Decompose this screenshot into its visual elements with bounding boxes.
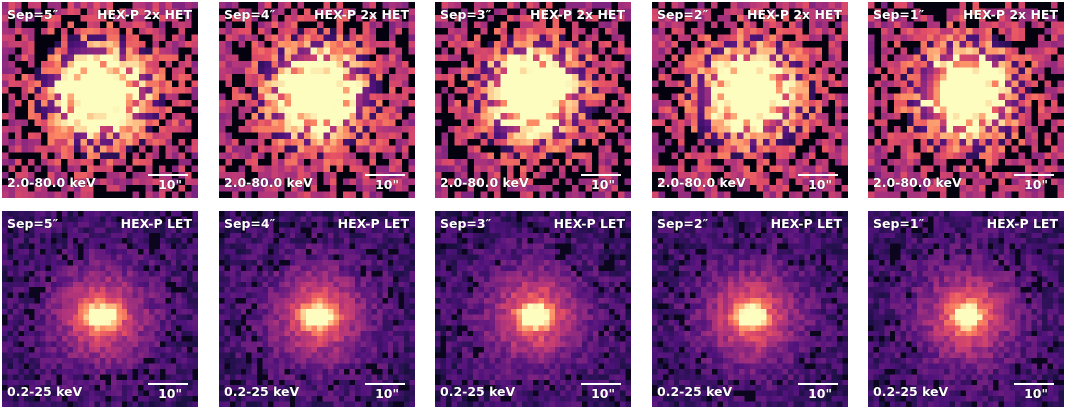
separation-label: Sep=4″ xyxy=(224,216,276,231)
scale-bar xyxy=(1014,383,1054,385)
energy-band-label: 0.2-25 keV xyxy=(873,384,949,399)
let-sep1-canvas xyxy=(868,211,1064,407)
energy-band-label: 0.2-25 keV xyxy=(657,384,733,399)
instrument-label: HEX-P LET xyxy=(986,216,1058,231)
scale-bar xyxy=(798,383,838,385)
energy-band-label: 0.2-25 keV xyxy=(440,384,516,399)
het-sep4-canvas xyxy=(219,2,415,198)
let-image-sep1: Sep=1″ HEX-P LET 0.2-25 keV 10" xyxy=(868,211,1064,407)
instrument-label: HEX-P 2x HET xyxy=(314,7,409,22)
separation-label: Sep=2″ xyxy=(657,216,709,231)
het-image-sep4: Sep=4″ HEX-P 2x HET 2.0-80.0 keV 10" xyxy=(219,2,415,198)
scale-bar xyxy=(581,174,621,176)
het-image-sep3: Sep=3″ HEX-P 2x HET 2.0-80.0 keV 10" xyxy=(435,2,631,198)
let-image-sep4: Sep=4″ HEX-P LET 0.2-25 keV 10" xyxy=(219,211,415,407)
scale-bar-label: 10" xyxy=(591,386,615,401)
instrument-label: HEX-P 2x HET xyxy=(963,7,1058,22)
separation-label: Sep=1″ xyxy=(873,216,925,231)
scale-bar-label: 10" xyxy=(375,177,399,192)
scale-bar xyxy=(581,383,621,385)
separation-label: Sep=3″ xyxy=(440,216,492,231)
scale-bar-label: 10" xyxy=(158,386,182,401)
het-sep2-canvas xyxy=(652,2,848,198)
separation-label: Sep=5″ xyxy=(7,216,59,231)
let-sep5-canvas xyxy=(2,211,198,407)
let-sep3-canvas xyxy=(435,211,631,407)
scale-bar-label: 10" xyxy=(808,386,832,401)
separation-label: Sep=1″ xyxy=(873,7,925,22)
het-sep3-canvas xyxy=(435,2,631,198)
het-image-sep2: Sep=2″ HEX-P 2x HET 2.0-80.0 keV 10" xyxy=(652,2,848,198)
energy-band-label: 2.0-80.0 keV xyxy=(657,175,746,190)
instrument-label: HEX-P 2x HET xyxy=(97,7,192,22)
instrument-label: HEX-P LET xyxy=(120,216,192,231)
energy-band-label: 0.2-25 keV xyxy=(7,384,83,399)
separation-label: Sep=5″ xyxy=(7,7,59,22)
instrument-label: HEX-P 2x HET xyxy=(530,7,625,22)
scale-bar-label: 10" xyxy=(375,386,399,401)
scale-bar xyxy=(148,174,188,176)
instrument-label: HEX-P 2x HET xyxy=(747,7,842,22)
scale-bar xyxy=(798,174,838,176)
let-sep4-canvas xyxy=(219,211,415,407)
energy-band-label: 2.0-80.0 keV xyxy=(440,175,529,190)
het-sep1-canvas xyxy=(868,2,1064,198)
het-sep5-canvas xyxy=(2,2,198,198)
let-image-sep5: Sep=5″ HEX-P LET 0.2-25 keV 10" xyxy=(2,211,198,407)
scale-bar-label: 10" xyxy=(158,177,182,192)
separation-label: Sep=2″ xyxy=(657,7,709,22)
instrument-label: HEX-P LET xyxy=(337,216,409,231)
scale-bar-label: 10" xyxy=(1024,386,1048,401)
energy-band-label: 2.0-80.0 keV xyxy=(224,175,313,190)
let-image-sep3: Sep=3″ HEX-P LET 0.2-25 keV 10" xyxy=(435,211,631,407)
separation-label: Sep=4″ xyxy=(224,7,276,22)
energy-band-label: 2.0-80.0 keV xyxy=(7,175,96,190)
let-sep2-canvas xyxy=(652,211,848,407)
let-image-sep2: Sep=2″ HEX-P LET 0.2-25 keV 10" xyxy=(652,211,848,407)
scale-bar xyxy=(365,383,405,385)
scale-bar xyxy=(365,174,405,176)
instrument-label: HEX-P LET xyxy=(553,216,625,231)
energy-band-label: 2.0-80.0 keV xyxy=(873,175,962,190)
separation-label: Sep=3″ xyxy=(440,7,492,22)
scale-bar xyxy=(1014,174,1054,176)
het-image-sep1: Sep=1″ HEX-P 2x HET 2.0-80.0 keV 10" xyxy=(868,2,1064,198)
scale-bar-label: 10" xyxy=(591,177,615,192)
scale-bar xyxy=(148,383,188,385)
het-image-sep5: Sep=5″ HEX-P 2x HET 2.0-80.0 keV 10" xyxy=(2,2,198,198)
scale-bar-label: 10" xyxy=(1024,177,1048,192)
energy-band-label: 0.2-25 keV xyxy=(224,384,300,399)
instrument-label: HEX-P LET xyxy=(770,216,842,231)
scale-bar-label: 10" xyxy=(808,177,832,192)
